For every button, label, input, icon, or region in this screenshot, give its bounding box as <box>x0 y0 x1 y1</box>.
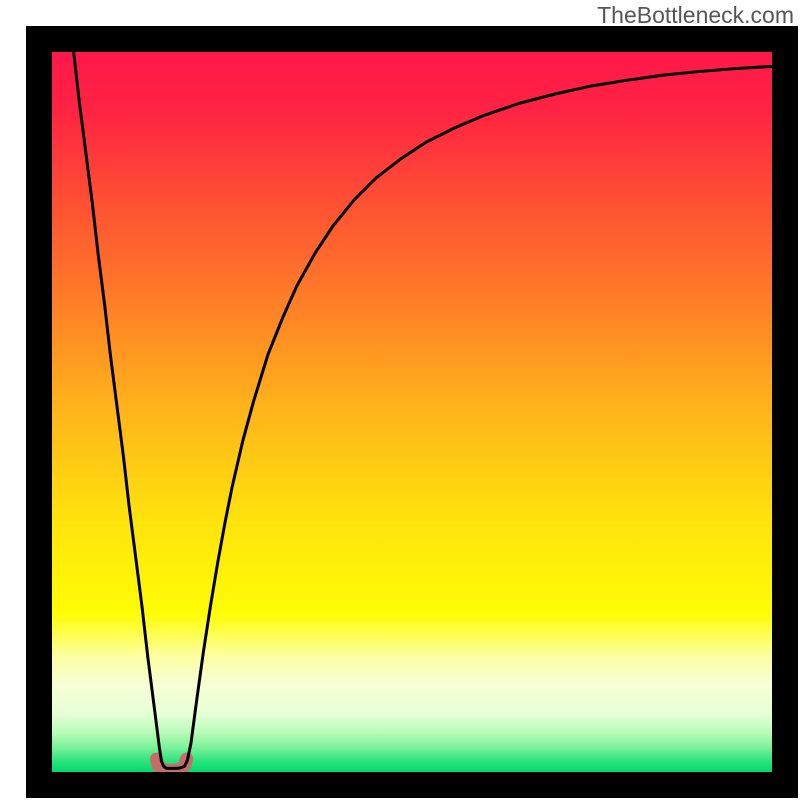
bottleneck-chart: TheBottleneck.com <box>0 0 800 800</box>
watermark-label: TheBottleneck.com <box>597 2 794 29</box>
chart-svg <box>0 0 800 800</box>
gradient-background <box>52 52 772 772</box>
